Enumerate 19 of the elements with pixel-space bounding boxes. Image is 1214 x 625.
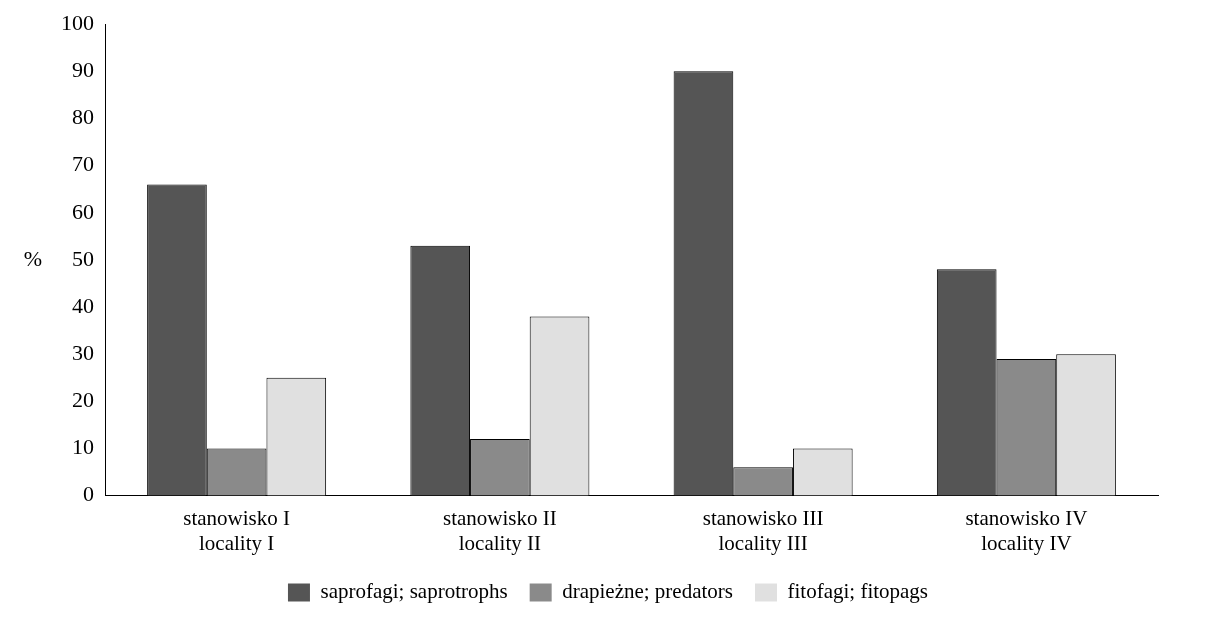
x-tick-label: stanowisko III locality III [702, 505, 824, 555]
y-tick-label: 100 [61, 9, 94, 35]
x-tick-label: stanowisko II locality II [443, 505, 557, 555]
y-tick-label: 40 [72, 292, 94, 318]
y-tick-label: 0 [83, 481, 94, 507]
y-tick-label: 10 [72, 434, 94, 460]
y-tick-label: 20 [72, 387, 94, 413]
legend-label: saprofagi; saprotrophs [320, 579, 508, 604]
y-tick-label: 70 [72, 151, 94, 177]
legend-label: fitofagi; fitopags [787, 579, 929, 604]
y-tick-label: 90 [72, 57, 94, 83]
y-axis-title: % [23, 245, 43, 271]
y-tick-label: 60 [72, 198, 94, 224]
y-tick-label: 50 [72, 245, 94, 271]
y-tick-label: 30 [72, 339, 94, 365]
legend-label: drapieżne; predators [562, 579, 734, 604]
x-tick-label: stanowisko IV locality IV [965, 505, 1088, 555]
y-tick-label: 80 [72, 104, 94, 130]
x-tick-label: stanowisko I locality I [183, 505, 290, 555]
